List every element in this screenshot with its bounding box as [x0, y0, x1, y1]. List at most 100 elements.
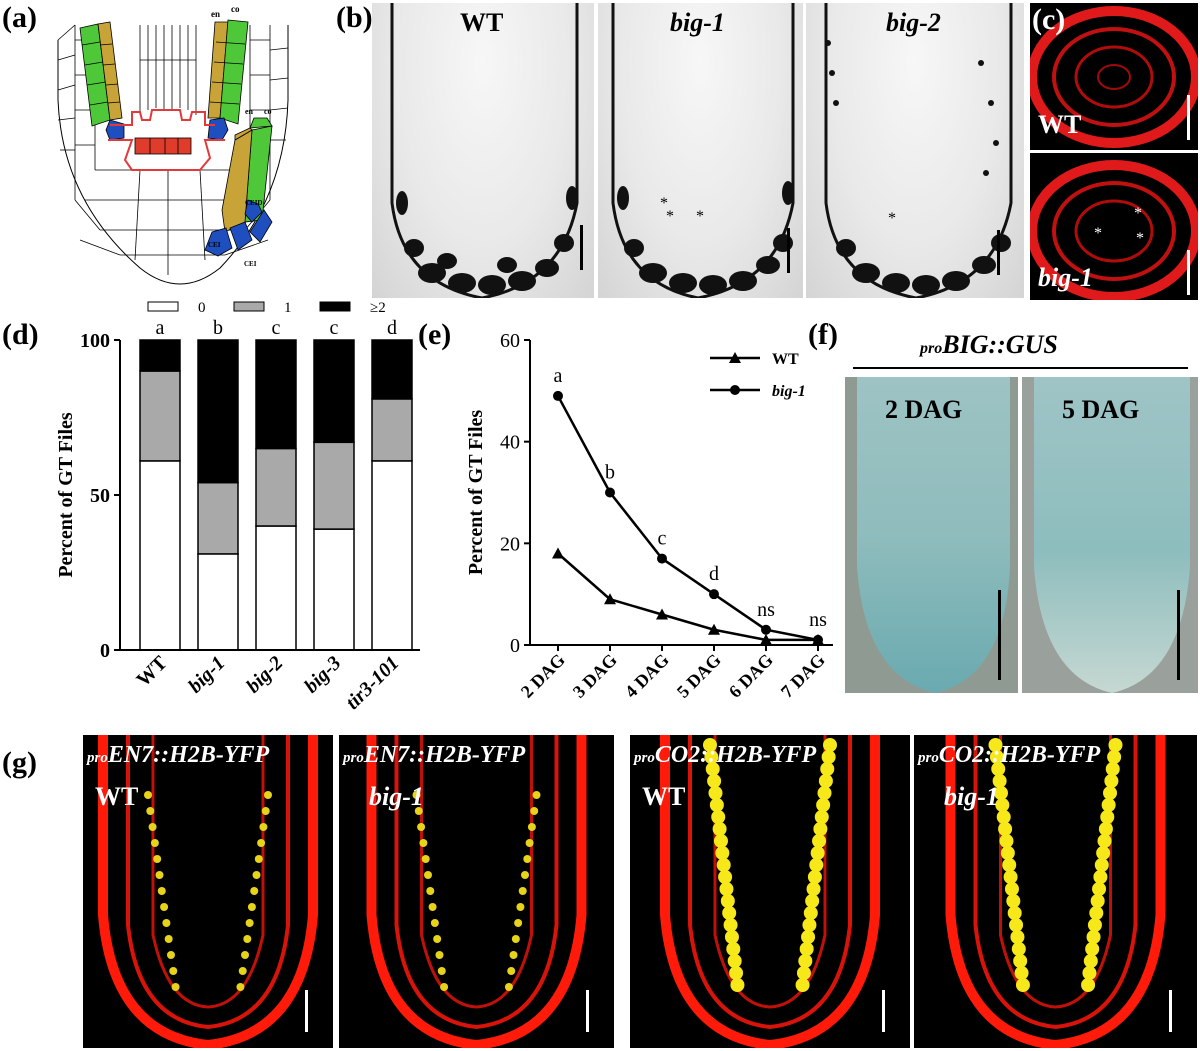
bar-segment — [313, 528, 355, 651]
bar-segment — [371, 339, 413, 400]
yfp-nucleus — [264, 791, 272, 799]
panel-f-title-main: BIG::GUS — [942, 330, 1058, 359]
x-tick-label: tir3-101 — [342, 652, 404, 714]
yfp-nucleus — [1004, 882, 1019, 896]
y-tick-label: 40 — [500, 432, 520, 454]
yfp-nucleus — [1108, 738, 1123, 752]
legend-label: big-1 — [772, 383, 806, 400]
yfp-nucleus — [712, 822, 727, 836]
svg-text:*: * — [660, 195, 668, 212]
yfp-nucleus — [160, 903, 169, 911]
yfp-nucleus — [428, 903, 437, 911]
yfp-nucleus — [803, 906, 818, 920]
bar-segment — [371, 398, 413, 462]
cell-layer — [420, 735, 533, 1009]
yfp-nucleus — [1010, 930, 1025, 944]
label-cei-2: CEI — [244, 260, 257, 268]
svg-text:*: * — [1094, 225, 1102, 242]
significance-label: ns — [757, 599, 775, 621]
yfp-nucleus — [1087, 918, 1102, 932]
significance-label: a — [554, 365, 563, 387]
bar-segment — [255, 339, 297, 450]
x-tick-label: 5 DAG — [673, 650, 725, 702]
legend-swatch — [147, 301, 179, 312]
yfp-nucleus — [521, 871, 530, 879]
yfp-nucleus — [711, 810, 726, 824]
yfp-nucleus — [1107, 750, 1122, 764]
root-outline — [660, 735, 880, 1048]
legend-swatch — [319, 301, 351, 312]
yfp-nucleus — [1007, 906, 1022, 920]
yfp-nucleus — [708, 786, 723, 800]
yfp-nucleus — [1083, 954, 1098, 968]
y-axis-label: Percent of GT Files — [465, 410, 487, 576]
significance-label: c — [658, 528, 667, 550]
genotype-label: big-1 — [944, 782, 999, 811]
significance-label: b — [213, 317, 223, 339]
yfp-nucleus — [810, 846, 825, 860]
yfp-nucleus — [795, 978, 810, 992]
yfp-nucleus — [802, 918, 817, 932]
genotype-label: WT — [642, 782, 686, 811]
yfp-nucleus — [257, 839, 266, 847]
x-tick-label: 3 DAG — [569, 650, 621, 702]
yfp-nucleus — [1082, 966, 1097, 980]
yfp-nucleus — [1098, 822, 1113, 836]
yfp-nucleus — [1094, 858, 1109, 872]
yfp-nucleus — [437, 967, 446, 975]
data-point — [552, 547, 564, 559]
micrograph-c-big1: * * * — [1030, 153, 1198, 300]
yfp-nucleus — [703, 738, 717, 752]
bar-segment — [255, 447, 297, 527]
legend-label: 0 — [198, 300, 206, 316]
cell-layer — [999, 735, 1112, 1009]
micrograph-g-2 — [339, 735, 614, 1048]
micrograph-f-5dag — [1022, 377, 1198, 693]
data-point — [760, 633, 772, 645]
legend-label: ≥2 — [370, 300, 386, 316]
bar-segment — [197, 553, 239, 651]
label-cei-1: CEI — [208, 241, 221, 249]
yfp-nucleus — [1089, 906, 1104, 920]
micrograph-g-label: proCO2::H2B-YFP — [918, 742, 1100, 769]
data-point — [761, 624, 771, 635]
yfp-nucleus — [723, 918, 738, 932]
label-ceid: CEID — [245, 199, 263, 207]
yfp-nucleus — [1015, 978, 1030, 992]
yfp-nucleus — [1086, 930, 1101, 944]
label-co-small: co — [264, 107, 272, 116]
yfp-nucleus — [814, 810, 829, 824]
data-point — [709, 589, 719, 600]
yfp-nucleus — [720, 894, 735, 908]
cell-layer — [394, 735, 559, 1030]
x-tick-label: WT — [132, 652, 172, 692]
significance-label: d — [387, 317, 397, 339]
micrograph-b-big2: * — [806, 3, 1024, 298]
cell-layer — [126, 735, 290, 1030]
yfp-nucleus — [250, 887, 259, 895]
yfp-nucleus — [243, 935, 252, 943]
construct-prefix: pro — [87, 750, 108, 766]
panel-f-label: (f) — [808, 318, 838, 351]
panel-a-label: (a) — [2, 1, 37, 34]
yfp-nucleus — [166, 951, 175, 959]
scale-bar — [1177, 590, 1180, 680]
yfp-nucleus — [153, 855, 162, 863]
scale-bar — [1169, 990, 1172, 1032]
scale-bar — [997, 230, 1000, 275]
yfp-nucleus — [426, 887, 435, 895]
yfp-nucleus — [1100, 810, 1115, 824]
yfp-nucleus — [991, 762, 1006, 776]
yfp-nucleus — [806, 882, 821, 896]
yfp-nucleus — [1013, 954, 1028, 968]
panel-e-label: (e) — [418, 318, 452, 351]
yfp-nucleus — [1093, 870, 1108, 884]
x-tick-label: big-3 — [300, 652, 345, 697]
series-line — [556, 395, 819, 642]
yfp-nucleus — [998, 822, 1013, 836]
significance-label: c — [272, 317, 281, 339]
yfp-nucleus — [423, 871, 432, 879]
x-tick-label: 4 DAG — [621, 650, 673, 702]
label-en: en — [211, 9, 220, 19]
cell-layer — [973, 735, 1138, 1030]
